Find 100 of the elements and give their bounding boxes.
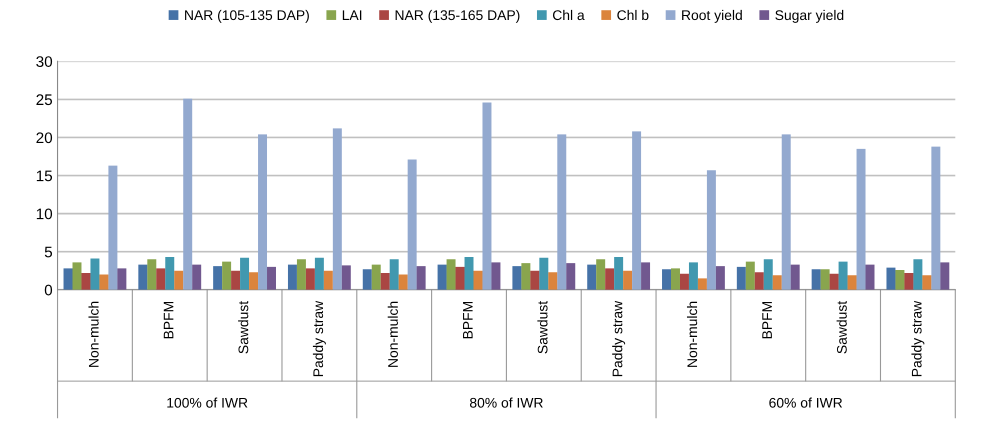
- bar: [296, 259, 306, 290]
- legend-label: NAR (105-135 DAP): [185, 10, 309, 23]
- x-tick-label: Paddy straw: [612, 300, 626, 376]
- bar: [138, 264, 148, 290]
- bar: [456, 266, 465, 290]
- bar: [147, 259, 156, 290]
- bar: [736, 266, 746, 290]
- bar: [464, 257, 474, 290]
- bar: [662, 269, 672, 290]
- bar: [213, 266, 222, 290]
- bar: [231, 270, 240, 290]
- bar: [895, 270, 904, 290]
- bar: [716, 266, 725, 290]
- legend-label: Chl a: [552, 10, 585, 20]
- legend-label: NAR (135-165 DAP): [396, 10, 520, 23]
- y-tick-label: 30: [36, 56, 52, 68]
- text: 60% of IWR: [769, 398, 842, 408]
- x-tick-label: Non-mulch: [388, 302, 398, 367]
- bar: [64, 268, 72, 290]
- bar: [688, 262, 698, 290]
- text: 80% of IWR: [470, 398, 543, 408]
- bar: [782, 134, 791, 290]
- bar: [605, 268, 614, 290]
- bar: [830, 274, 839, 290]
- bar: [258, 134, 268, 290]
- bar: [772, 275, 782, 290]
- bar: [856, 148, 866, 290]
- bar: [380, 273, 390, 290]
- bar: [521, 263, 530, 290]
- bar: [671, 268, 680, 290]
- x-tick-label: Non-mulch: [686, 302, 698, 367]
- bar: [192, 264, 202, 290]
- bar: [416, 266, 426, 290]
- x-tick-label: Paddy straw: [312, 300, 326, 376]
- bar: [940, 262, 950, 290]
- bar: [267, 266, 276, 290]
- bar: [372, 264, 381, 290]
- bar: [165, 257, 174, 290]
- bar: [99, 274, 108, 290]
- bar: [913, 259, 922, 290]
- bar: [491, 262, 500, 290]
- bar: [623, 270, 632, 290]
- bar: [332, 128, 342, 290]
- y-tick-label: 15: [36, 170, 52, 182]
- y-tick-label: 10: [36, 208, 52, 220]
- bar: [240, 258, 250, 290]
- text: 100% of IWR: [167, 398, 248, 408]
- bar: [614, 257, 624, 290]
- bar: [539, 258, 548, 290]
- bar: [548, 272, 558, 290]
- legend-label: Chl b: [617, 10, 648, 20]
- bar: [596, 259, 606, 290]
- bar: [641, 262, 650, 290]
- bar: [764, 259, 773, 290]
- bar: [557, 134, 566, 290]
- bar: [306, 268, 315, 290]
- bar: [362, 269, 372, 290]
- bar: [249, 272, 258, 290]
- bar: [342, 265, 351, 290]
- bar: [72, 262, 82, 290]
- x-tick-label: Non-mulch: [88, 302, 99, 367]
- x-tick-label: Sawdust: [238, 300, 248, 354]
- y-tick-label: 20: [36, 132, 52, 144]
- x-tick-label: BPFM: [463, 302, 473, 338]
- bar: [680, 274, 689, 290]
- bar: [512, 266, 522, 290]
- bar: [838, 262, 848, 290]
- bar: [398, 274, 408, 290]
- bar: [812, 269, 821, 290]
- y-tick-label: 0: [44, 284, 52, 296]
- legend-label: Root yield: [682, 10, 742, 23]
- bar: [820, 269, 830, 290]
- bar: [530, 270, 540, 290]
- bar: [706, 170, 716, 290]
- legend-label: LAI: [342, 10, 362, 20]
- x-tick-label: BPFM: [762, 302, 772, 338]
- bar: [390, 259, 399, 290]
- x-tick-label: Sawdust: [836, 300, 847, 354]
- bar: [754, 272, 764, 290]
- bar: [174, 270, 184, 290]
- bar: [408, 160, 417, 290]
- bar: [183, 98, 192, 290]
- bar: [632, 131, 642, 290]
- bar: [324, 270, 333, 290]
- bar: [698, 278, 707, 290]
- x-tick-label: Paddy straw: [911, 300, 924, 376]
- bar: [446, 259, 456, 290]
- y-tick-label: 5: [44, 246, 52, 258]
- bar: [117, 268, 126, 290]
- bar: [482, 102, 492, 290]
- bar: [931, 146, 940, 290]
- bar: [222, 262, 232, 290]
- bar: [90, 258, 100, 290]
- bar: [156, 268, 166, 290]
- bar: [866, 264, 874, 290]
- bar: [474, 270, 482, 290]
- bar: [566, 263, 576, 290]
- bar: [904, 273, 914, 290]
- legend-label: Sugar yield: [775, 10, 844, 23]
- bar: [108, 166, 118, 290]
